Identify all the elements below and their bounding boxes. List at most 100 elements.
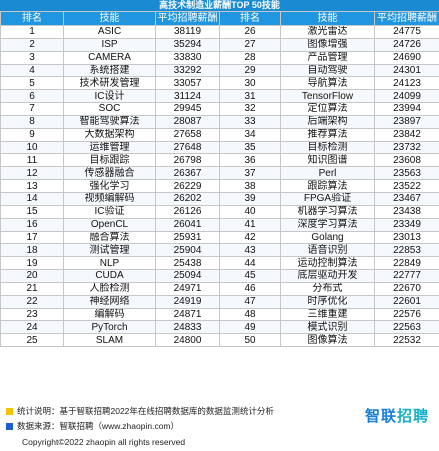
cell-salary: 23467 [374, 191, 439, 206]
cell-skill: 技术研发管理 [63, 76, 156, 91]
skills-salary-table: 排名 技能 平均招聘薪酬 排名 技能 平均招聘薪酬 1 ASIC 38119 26 激光… [0, 11, 439, 348]
cell-salary: 23608 [374, 153, 439, 168]
cell-salary: 22777 [374, 269, 439, 283]
stat-note-text: 统计说明：基于智联招聘2022年在线招聘数据库的数据监测统计分析 [17, 406, 274, 416]
cell-rank: 33 [219, 114, 281, 129]
cell-rank: 17 [0, 230, 64, 245]
cell-salary: 28087 [155, 114, 220, 129]
table-header-row: 排名 技能 平均招聘薪酬 排名 技能 平均招聘薪酬 [0, 11, 439, 26]
cell-rank: 2 [0, 37, 64, 52]
cell-salary: 22849 [374, 256, 439, 271]
table-row: 6 IC设计 31124 31 TensorFlow 24099 [0, 89, 439, 104]
cell-rank: 46 [219, 281, 281, 296]
table-row: 4 系统搭建 33292 29 自动驾驶 24301 [0, 63, 439, 78]
cell-rank: 21 [0, 281, 64, 296]
cell-skill: 自动驾驶 [280, 63, 375, 78]
cell-skill: 模式识别 [280, 320, 375, 335]
copyright: Copyright©2022 zhaopin all rights reserv… [22, 437, 186, 447]
cell-skill: ISP [63, 37, 156, 52]
cell-rank: 48 [219, 307, 281, 322]
cell-skill: 推荐算法 [280, 127, 375, 142]
table-row: 17 融合算法 25931 42 Golang 23013 [0, 230, 439, 245]
cell-rank: 29 [219, 63, 281, 78]
cell-salary: 24690 [374, 50, 439, 65]
cell-salary: 23563 [374, 166, 439, 181]
cell-skill: 定位算法 [280, 102, 375, 116]
cell-rank: 34 [219, 127, 281, 142]
cell-skill: 运动控制算法 [280, 256, 375, 271]
cell-salary: 33292 [155, 63, 220, 78]
header-salary-2: 平均招聘薪酬 [374, 11, 439, 26]
cell-rank: 23 [0, 307, 64, 322]
blue-square-icon [6, 422, 13, 430]
cell-salary: 22670 [374, 281, 439, 296]
cell-salary: 24123 [374, 76, 439, 91]
stat-note: 统计说明：基于智联招聘2022年在线招聘数据库的数据监测统计分析 [6, 405, 274, 417]
cell-rank: 36 [219, 153, 281, 168]
cell-salary: 24099 [374, 89, 439, 104]
table-row: 5 技术研发管理 33057 30 导航算法 24123 [0, 76, 439, 91]
cell-salary: 25904 [155, 243, 220, 258]
table-row: 1 ASIC 38119 26 激光雷达 24775 [0, 25, 439, 39]
cell-rank: 49 [219, 320, 281, 335]
cell-rank: 35 [219, 140, 281, 155]
table-row: 21 人脸检测 24971 46 分布式 22670 [0, 281, 439, 296]
cell-skill: 机器学习算法 [280, 204, 375, 219]
cell-rank: 41 [219, 217, 281, 232]
header-skill: 技能 [63, 11, 156, 26]
cell-skill: 人脸检测 [63, 281, 156, 296]
cell-rank: 44 [219, 256, 281, 271]
cell-skill: 语音识别 [280, 243, 375, 258]
source-note: 数据来源：智联招聘（www.zhaopin.com） [6, 420, 179, 432]
cell-skill: 时序优化 [280, 294, 375, 309]
cell-salary: 23349 [374, 217, 439, 232]
cell-salary: 38119 [155, 25, 220, 39]
cell-salary: 22563 [374, 320, 439, 335]
header-skill-2: 技能 [280, 11, 375, 26]
cell-rank: 14 [0, 191, 64, 206]
cell-skill: 激光雷达 [280, 25, 375, 39]
table-row: 19 NLP 25438 44 运动控制算法 22849 [0, 256, 439, 271]
table-row: 14 视频编解码 26202 39 FPGA验证 23467 [0, 191, 439, 206]
cell-skill: PyTorch [63, 320, 156, 335]
cell-rank: 15 [0, 204, 64, 219]
table-title: 高技术制造业薪酬TOP 50技能 [0, 0, 439, 11]
cell-rank: 22 [0, 294, 64, 309]
table-row: 20 CUDA 25094 45 底层驱动开发 22777 [0, 269, 439, 283]
cell-skill: 三维重建 [280, 307, 375, 322]
cell-skill: 图像算法 [280, 333, 375, 348]
cell-salary: 24971 [155, 281, 220, 296]
cell-rank: 3 [0, 50, 64, 65]
cell-salary: 24833 [155, 320, 220, 335]
table-row: 13 强化学习 26229 38 跟踪算法 23522 [0, 179, 439, 193]
cell-rank: 39 [219, 191, 281, 206]
table-row: 7 SOC 29945 32 定位算法 23994 [0, 102, 439, 116]
cell-skill: 知识图谱 [280, 153, 375, 168]
cell-rank: 31 [219, 89, 281, 104]
table-row: 24 PyTorch 24833 49 模式识别 22563 [0, 320, 439, 335]
cell-rank: 25 [0, 333, 64, 348]
zhaopin-logo: 智联招聘 [363, 406, 429, 428]
cell-rank: 7 [0, 102, 64, 116]
cell-skill: SLAM [63, 333, 156, 348]
cell-skill: 分布式 [280, 281, 375, 296]
cell-rank: 5 [0, 76, 64, 91]
cell-rank: 38 [219, 179, 281, 193]
cell-rank: 4 [0, 63, 64, 78]
cell-skill: 编解码 [63, 307, 156, 322]
cell-rank: 19 [0, 256, 64, 271]
cell-salary: 24800 [155, 333, 220, 348]
cell-salary: 22853 [374, 243, 439, 258]
logo-main: 智联 [364, 408, 397, 425]
cell-salary: 25094 [155, 269, 220, 283]
cell-rank: 9 [0, 127, 64, 142]
cell-skill: 目标检测 [280, 140, 375, 155]
cell-salary: 26229 [155, 179, 220, 193]
table-row: 15 IC验证 26126 40 机器学习算法 23438 [0, 204, 439, 219]
cell-skill: NLP [63, 256, 156, 271]
cell-rank: 18 [0, 243, 64, 258]
cell-skill: IC验证 [63, 204, 156, 219]
cell-salary: 23842 [374, 127, 439, 142]
cell-skill: 神经网络 [63, 294, 156, 309]
cell-salary: 26126 [155, 204, 220, 219]
